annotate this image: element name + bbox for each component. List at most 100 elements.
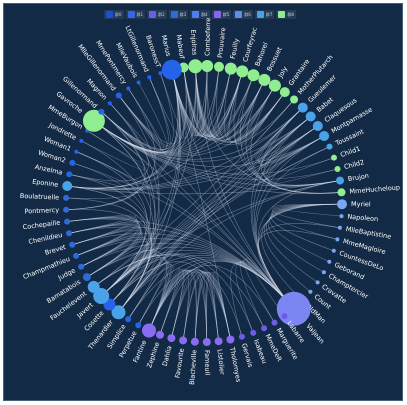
node-circle[interactable] bbox=[214, 337, 223, 346]
node-circle[interactable] bbox=[326, 143, 333, 150]
node-circle[interactable] bbox=[142, 323, 156, 338]
node-circle[interactable] bbox=[337, 199, 347, 210]
node-circle[interactable] bbox=[202, 338, 211, 346]
node-circle[interactable] bbox=[331, 154, 337, 161]
node[interactable]: MmeHucheloup bbox=[337, 183, 401, 197]
node-circle[interactable] bbox=[305, 111, 316, 122]
node[interactable]: Anzelma bbox=[34, 163, 73, 178]
node-circle[interactable] bbox=[69, 241, 76, 248]
node-circle[interactable] bbox=[250, 329, 257, 336]
legend-item[interactable]: 群5 bbox=[211, 9, 232, 19]
node-circle[interactable] bbox=[268, 79, 281, 92]
node[interactable]: Napoleon bbox=[339, 213, 379, 224]
node-circle[interactable] bbox=[337, 188, 346, 197]
legend-item[interactable]: 群8 bbox=[276, 9, 296, 19]
node-circle[interactable] bbox=[69, 159, 76, 166]
legend-item[interactable]: 群6 bbox=[233, 9, 253, 19]
legend-item[interactable]: 群0 bbox=[104, 9, 124, 19]
node-circle[interactable] bbox=[258, 73, 271, 86]
node-circle[interactable] bbox=[308, 289, 313, 294]
node-circle[interactable] bbox=[321, 270, 326, 275]
node-circle[interactable] bbox=[312, 121, 323, 131]
node[interactable]: Eponine bbox=[32, 178, 73, 191]
legend-item[interactable]: 群3 bbox=[168, 9, 189, 19]
node[interactable]: Feuilly bbox=[224, 38, 241, 75]
node-circle[interactable] bbox=[334, 166, 341, 172]
node-circle[interactable] bbox=[87, 280, 100, 293]
node[interactable]: Brevet bbox=[44, 241, 76, 257]
node-circle[interactable] bbox=[271, 319, 278, 326]
node-circle[interactable] bbox=[64, 218, 71, 225]
node-circle[interactable] bbox=[331, 248, 336, 253]
node-circle[interactable] bbox=[156, 330, 164, 339]
node-circle[interactable] bbox=[226, 335, 235, 344]
node-circle[interactable] bbox=[190, 337, 199, 346]
node-circle[interactable] bbox=[336, 176, 344, 185]
legend-item[interactable]: 群7 bbox=[254, 9, 275, 19]
node-circle[interactable] bbox=[66, 171, 73, 178]
node-circle[interactable] bbox=[281, 313, 288, 320]
node-circle[interactable] bbox=[73, 252, 80, 259]
node[interactable]: Favourite bbox=[173, 336, 188, 379]
node[interactable]: Listolier bbox=[214, 337, 227, 375]
node[interactable]: Fameuil bbox=[202, 338, 212, 375]
node-circle[interactable] bbox=[319, 131, 330, 141]
node-circle[interactable] bbox=[66, 230, 73, 237]
node-circle[interactable] bbox=[79, 138, 84, 143]
node-circle[interactable] bbox=[238, 333, 245, 340]
node-circle[interactable] bbox=[279, 87, 290, 98]
node-circle[interactable] bbox=[179, 336, 188, 345]
node[interactable]: Pontmercy bbox=[24, 206, 70, 215]
node-circle[interactable] bbox=[327, 259, 332, 264]
node-circle[interactable] bbox=[158, 71, 163, 76]
node-circle[interactable] bbox=[126, 86, 131, 91]
node[interactable]: Boulatruelle bbox=[20, 192, 70, 202]
node[interactable]: Prouvaire bbox=[214, 27, 227, 72]
node-circle[interactable] bbox=[214, 61, 224, 72]
node-circle[interactable] bbox=[335, 237, 340, 242]
node-circle[interactable] bbox=[82, 273, 91, 282]
node-circle[interactable] bbox=[339, 214, 344, 219]
node[interactable]: Blacheville bbox=[188, 337, 199, 385]
node-circle[interactable] bbox=[201, 60, 214, 72]
node[interactable]: Cochepaille bbox=[22, 218, 71, 232]
node-circle[interactable] bbox=[135, 322, 142, 329]
node-circle[interactable] bbox=[337, 225, 342, 230]
node-circle[interactable] bbox=[290, 95, 299, 104]
node-circle[interactable] bbox=[224, 62, 237, 75]
node[interactable]: Combeferre bbox=[201, 18, 214, 72]
node[interactable]: Brujon bbox=[336, 172, 369, 185]
node-circle[interactable] bbox=[82, 109, 105, 132]
node-circle[interactable] bbox=[247, 69, 260, 82]
node[interactable]: Gervais bbox=[238, 333, 255, 369]
node-circle[interactable] bbox=[98, 108, 105, 115]
node[interactable]: Child1 bbox=[331, 145, 361, 161]
node-circle[interactable] bbox=[161, 59, 182, 80]
node-circle[interactable] bbox=[261, 325, 268, 332]
legend-item[interactable]: 群1 bbox=[125, 9, 146, 19]
node-circle[interactable] bbox=[63, 194, 70, 201]
node-circle[interactable] bbox=[315, 280, 320, 285]
node[interactable]: Tholomyes bbox=[226, 335, 243, 384]
legend-item[interactable]: 群2 bbox=[147, 9, 167, 19]
node-circle[interactable] bbox=[297, 102, 308, 113]
node-circle[interactable] bbox=[188, 59, 203, 74]
node-circle[interactable] bbox=[93, 288, 110, 304]
node[interactable]: Enjolras bbox=[188, 29, 203, 74]
node[interactable]: Myriel bbox=[337, 199, 371, 210]
node[interactable]: Chenildieu bbox=[28, 230, 73, 246]
node-circle[interactable] bbox=[167, 334, 176, 343]
node-circle[interactable] bbox=[115, 92, 122, 99]
node-circle[interactable] bbox=[74, 149, 79, 154]
node-circle[interactable] bbox=[63, 206, 70, 213]
node-circle[interactable] bbox=[236, 65, 249, 78]
node[interactable]: Child2 bbox=[334, 158, 366, 172]
node-circle[interactable] bbox=[78, 263, 85, 270]
node-circle[interactable] bbox=[107, 101, 112, 106]
node-circle[interactable] bbox=[62, 181, 73, 191]
node-circle[interactable] bbox=[136, 80, 141, 85]
node[interactable]: Dahlia bbox=[161, 334, 176, 367]
node-circle[interactable] bbox=[125, 316, 132, 323]
node-circle[interactable] bbox=[111, 305, 126, 320]
legend-item[interactable]: 群4 bbox=[190, 9, 210, 19]
